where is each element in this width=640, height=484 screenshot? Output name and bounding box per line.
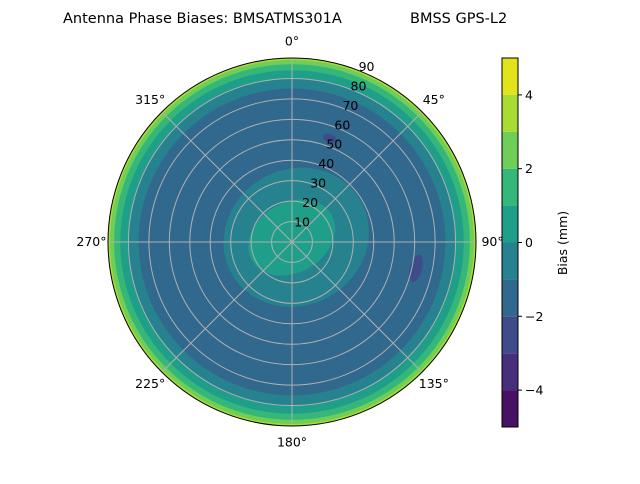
angular-tick-label: 45°: [423, 92, 445, 107]
radial-tick-label: 70: [342, 98, 358, 113]
radial-tick-label: 20: [302, 195, 318, 210]
angular-tick-label: 180°: [277, 435, 307, 450]
angular-tick-label: 0°: [285, 33, 299, 48]
angular-tick-label: 270°: [76, 234, 106, 249]
angular-tick-label: 135°: [419, 376, 449, 391]
colorbar-band: [502, 279, 518, 317]
colorbar-tick-label: 0: [525, 235, 533, 250]
colorbar-band: [502, 58, 518, 95]
angular-gridline: [161, 111, 293, 243]
angular-gridline: [291, 111, 423, 243]
colorbar-tick-label: −4: [525, 383, 543, 398]
colorbar-band: [502, 94, 518, 132]
polar-frame: [107, 57, 477, 427]
angular-gridline: [161, 241, 293, 373]
angular-tick-label: 90°: [481, 234, 503, 249]
radial-tick-label: 50: [326, 137, 342, 152]
radial-tick-label: 60: [334, 117, 350, 132]
colorbar-band: [502, 131, 518, 169]
chart-title-right: BMSS GPS-L2: [410, 11, 507, 27]
radial-tick-label: 30: [310, 176, 326, 191]
colorbar-label: Bias (mm): [555, 211, 570, 275]
contour-minimum: [323, 133, 337, 143]
angular-gridline: [291, 241, 423, 373]
radial-tick-label: 90: [359, 59, 375, 74]
radial-tick-label: 80: [351, 78, 367, 93]
colorbar-band: [502, 205, 518, 243]
colorbar-band: [502, 242, 518, 280]
angular-tick-label: 315°: [135, 92, 165, 107]
colorbar-band: [502, 353, 518, 391]
colorbar-tick-label: 4: [525, 87, 533, 102]
angular-tick-label: 225°: [135, 376, 165, 391]
colorbar-band: [502, 316, 518, 354]
chart-title-left: Antenna Phase Biases: BMSATMS301A: [63, 11, 342, 27]
colorbar-band: [502, 390, 518, 427]
colorbar-tick-label: 2: [525, 161, 533, 176]
radial-tick-label: 10: [294, 215, 310, 230]
radial-tick-label: 40: [318, 156, 334, 171]
colorbar-band: [502, 168, 518, 206]
contour-minimum: [409, 254, 423, 282]
colorbar-tick-label: −2: [525, 309, 543, 324]
